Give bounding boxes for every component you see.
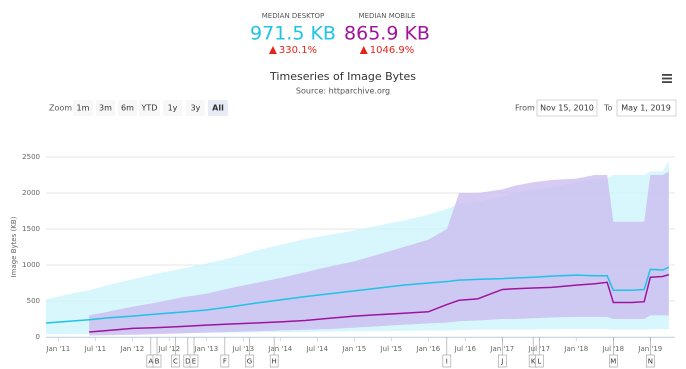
flag-box[interactable] bbox=[189, 354, 199, 368]
x-tick-label: Jan '16 bbox=[415, 345, 440, 353]
summary-change: 330.1% bbox=[279, 45, 317, 56]
menu-bar bbox=[662, 81, 672, 83]
flag-label: A bbox=[148, 358, 153, 366]
y-tick-label: 1500 bbox=[22, 225, 40, 233]
zoom-button[interactable] bbox=[73, 100, 93, 116]
y-tick-label: 500 bbox=[27, 297, 40, 305]
flag-box[interactable] bbox=[152, 354, 162, 368]
zoom-button-label: 1y bbox=[168, 104, 178, 113]
x-tick-label: Jul '11 bbox=[84, 345, 107, 353]
summary-change: 1046.9% bbox=[370, 45, 415, 56]
y-tick-label: 2000 bbox=[22, 189, 40, 197]
x-tick-label: Jan '18 bbox=[563, 345, 588, 353]
median-line bbox=[45, 266, 670, 324]
y-axis-title: Image Bytes (KB) bbox=[10, 216, 18, 277]
flag-box[interactable] bbox=[535, 354, 544, 368]
summary-value: 865.9 KB bbox=[344, 23, 430, 45]
zoom-button[interactable] bbox=[118, 100, 137, 116]
x-tick-label: Jul '14 bbox=[306, 345, 329, 353]
x-tick-label: Jul '16 bbox=[454, 345, 477, 353]
flag-label: G bbox=[247, 358, 252, 366]
from-label: From bbox=[515, 104, 535, 113]
flag-box[interactable] bbox=[442, 354, 452, 368]
zoom-button[interactable] bbox=[96, 100, 115, 116]
to-value: May 1, 2019 bbox=[621, 104, 671, 113]
x-tick-label: Jul '15 bbox=[380, 345, 403, 353]
plot: 0 500 1000 1500 2000 2500 Jan '11 Jul '11 Jan '1… bbox=[22, 153, 675, 368]
x-tick-label: Jan '14 bbox=[267, 345, 292, 353]
flag-box[interactable] bbox=[269, 354, 279, 368]
zoom-button[interactable] bbox=[163, 100, 182, 116]
flag-box[interactable] bbox=[498, 354, 507, 368]
flag-box[interactable] bbox=[220, 354, 230, 368]
x-tick-label: Jan '15 bbox=[341, 345, 366, 353]
chart-subtitle: Source: httparchive.org bbox=[296, 87, 390, 96]
zoom-button-label: All bbox=[212, 104, 224, 113]
change-arrow bbox=[359, 46, 368, 54]
range-band bbox=[89, 171, 669, 336]
x-tick-label: Jul '17 bbox=[528, 345, 551, 353]
flag-label: D bbox=[185, 358, 190, 366]
x-tick-label: Jan '11 bbox=[45, 345, 70, 353]
change-arrow bbox=[268, 46, 277, 54]
zoom-button[interactable] bbox=[208, 100, 228, 116]
x-tick-label: Jul '13 bbox=[232, 345, 255, 353]
flag-label: C bbox=[173, 358, 178, 366]
flag-label: F bbox=[223, 358, 227, 366]
median-line bbox=[89, 273, 670, 333]
y-tick-label: 2500 bbox=[22, 153, 40, 161]
zoom-button[interactable] bbox=[186, 100, 205, 116]
flag-label: I bbox=[446, 358, 448, 366]
menu-bar bbox=[662, 77, 672, 80]
menu-button[interactable] bbox=[662, 74, 672, 83]
from-value: Nov 15, 2010 bbox=[540, 104, 594, 113]
flag-label: J bbox=[500, 358, 503, 366]
menu-bar bbox=[662, 74, 672, 76]
chart-title: Timeseries of Image Bytes bbox=[269, 70, 416, 83]
x-tick-label: Jan '12 bbox=[119, 345, 144, 353]
y-tick-label: 1000 bbox=[22, 261, 40, 269]
flag-label: K bbox=[531, 358, 536, 366]
x-tick-label: Jul '18 bbox=[602, 345, 625, 353]
zoom-button-label: 3m bbox=[99, 104, 112, 113]
flag-label: M bbox=[610, 358, 616, 366]
x-tick-label: Jan '17 bbox=[489, 345, 514, 353]
zoom-button-label: 6m bbox=[121, 104, 134, 113]
x-tick-label: Jan '13 bbox=[193, 345, 218, 353]
flag-box[interactable] bbox=[171, 354, 180, 368]
flag-label: L bbox=[537, 358, 541, 366]
x-tick-label: Jan '19 bbox=[637, 345, 662, 353]
zoom-button-label: 3y bbox=[191, 104, 201, 113]
flag-label: E bbox=[192, 358, 196, 366]
flag-label: N bbox=[648, 358, 653, 366]
y-tick-label: 0 bbox=[36, 333, 40, 341]
to-label: To bbox=[603, 104, 613, 113]
summary-label: MEDIAN MOBILE bbox=[359, 12, 416, 20]
zoom-buttons: 1m 3m 6m YTD 1y 3y All bbox=[73, 100, 228, 116]
zoom-button-label: 1m bbox=[77, 104, 90, 113]
flag-label: B bbox=[155, 358, 160, 366]
summary-label: MEDIAN DESKTOP bbox=[262, 12, 324, 20]
zoom-label: Zoom bbox=[49, 104, 72, 113]
zoom-button-label: YTD bbox=[141, 104, 158, 113]
x-tick-label: Jul '12 bbox=[158, 345, 181, 353]
flag-box[interactable] bbox=[245, 354, 254, 368]
from-input[interactable] bbox=[536, 99, 598, 117]
summary-value: 971.5 KB bbox=[250, 23, 336, 45]
flag-label: H bbox=[272, 358, 277, 366]
zoom-button[interactable] bbox=[139, 100, 160, 116]
flag-box[interactable] bbox=[646, 354, 655, 368]
flag-box[interactable] bbox=[609, 354, 618, 368]
to-input[interactable] bbox=[616, 99, 677, 117]
